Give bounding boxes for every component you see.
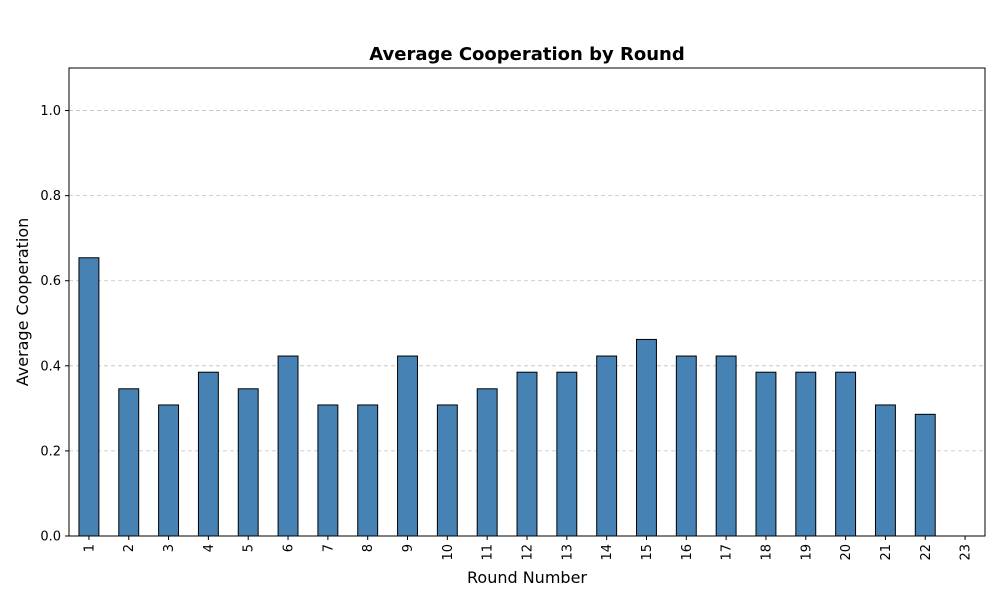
x-tick-label: 23 xyxy=(959,544,974,561)
x-tick-label: 13 xyxy=(560,544,575,561)
bar xyxy=(397,355,418,537)
x-tick-label: 9 xyxy=(401,544,416,552)
bar xyxy=(158,404,180,537)
x-tick-label: 7 xyxy=(321,544,336,552)
bar xyxy=(914,413,936,537)
bar xyxy=(118,388,140,537)
bar xyxy=(78,257,100,537)
x-tick-label: 5 xyxy=(242,544,257,552)
bar xyxy=(357,404,379,537)
bar xyxy=(436,404,458,537)
x-tick-label: 6 xyxy=(282,544,297,552)
x-tick-label: 4 xyxy=(202,544,217,552)
x-axis-ticks: 1 2 3 4 5 6 7 8 9 10 11 12 13 14 15 16 17 18 19 20 21 22 23 xyxy=(82,536,974,561)
y-tick-label: 0.0 xyxy=(40,530,61,545)
y-tick-label: 0.4 xyxy=(40,359,61,374)
x-tick-label: 19 xyxy=(799,544,814,561)
x-tick-label: 20 xyxy=(839,544,854,561)
x-tick-label: 8 xyxy=(361,544,376,552)
x-tick-label: 21 xyxy=(879,544,894,561)
bar xyxy=(237,388,259,537)
x-tick-label: 1 xyxy=(82,544,97,552)
y-tick-label: 1.0 xyxy=(40,104,61,119)
bar xyxy=(476,388,498,537)
bar xyxy=(277,355,299,537)
y-tick-label: 0.6 xyxy=(40,274,61,289)
chart-title: Average Cooperation by Round xyxy=(369,44,685,65)
bar xyxy=(715,355,737,537)
bar xyxy=(755,371,777,537)
bar xyxy=(874,404,896,537)
bars xyxy=(78,257,936,537)
bar xyxy=(317,404,339,537)
x-tick-label: 3 xyxy=(162,544,177,552)
x-tick-label: 2 xyxy=(122,544,137,552)
bar xyxy=(516,371,538,537)
bar xyxy=(197,371,219,537)
y-axis-label: Average Cooperation xyxy=(13,218,32,387)
x-tick-label: 16 xyxy=(680,544,695,561)
y-tick-label: 0.8 xyxy=(40,189,61,204)
bar xyxy=(596,355,618,537)
x-tick-label: 17 xyxy=(720,544,735,561)
x-tick-label: 18 xyxy=(759,544,774,561)
x-tick-label: 11 xyxy=(481,544,496,561)
bar xyxy=(556,371,578,537)
x-tick-label: 10 xyxy=(441,544,456,561)
bar xyxy=(636,338,657,537)
x-tick-label: 12 xyxy=(521,544,536,561)
y-axis-ticks: 0.0 0.2 0.4 0.6 0.8 1.0 xyxy=(40,104,69,545)
x-axis-label: Round Number xyxy=(467,568,587,587)
x-tick-label: 15 xyxy=(640,544,655,561)
bar xyxy=(795,371,817,537)
bar xyxy=(675,355,697,537)
x-tick-label: 14 xyxy=(600,544,615,561)
x-tick-label: 22 xyxy=(919,544,934,561)
bar xyxy=(835,371,857,537)
y-tick-label: 0.2 xyxy=(40,444,61,459)
